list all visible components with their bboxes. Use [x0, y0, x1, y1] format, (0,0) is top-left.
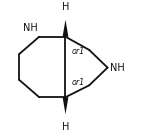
Text: or1: or1	[71, 78, 85, 87]
Text: H: H	[62, 121, 69, 132]
Polygon shape	[63, 20, 68, 37]
Polygon shape	[63, 97, 68, 114]
Text: or1: or1	[71, 47, 85, 56]
Text: H: H	[62, 2, 69, 12]
Text: NH: NH	[109, 63, 124, 73]
Text: NH: NH	[23, 23, 38, 33]
